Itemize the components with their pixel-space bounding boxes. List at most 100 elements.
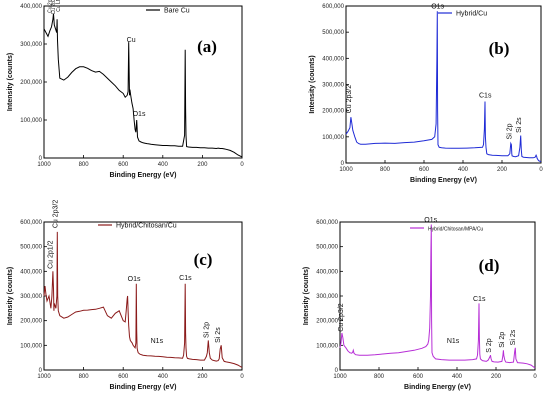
peak-annotation: Cu 2p3/2 — [346, 85, 353, 114]
peak-annotation: Si 2p — [499, 332, 506, 348]
peak-annotation: O1s — [424, 217, 437, 224]
y-tick-label: 200,000 — [20, 80, 42, 86]
peak-annotation: C1s — [479, 93, 492, 100]
y-axis-label: Intensity (counts) — [303, 267, 310, 325]
x-axis-label: Binding Energy (eV) — [110, 384, 177, 391]
peak-annotation: C1s — [473, 296, 486, 303]
x-tick-label: 200 — [197, 374, 208, 380]
peak-annotation: O1s — [431, 4, 444, 11]
panel-label: (a) — [197, 37, 217, 56]
plot-frame — [43, 5, 243, 159]
x-tick-label: 1000 — [37, 162, 51, 168]
chart-panel-1: 1000 800 600 400 200 0 0 100,000 200,000 300,000 4… — [7, 0, 244, 179]
y-tick-label: 400,000 — [20, 269, 42, 275]
peak-annotation: S 2p — [486, 338, 493, 353]
series-line — [339, 224, 536, 369]
x-axis-label: Binding Energy (eV) — [110, 172, 177, 179]
x-tick-label: 0 — [240, 162, 244, 168]
y-tick-label: 500,000 — [20, 245, 42, 251]
x-tick-label: 400 — [452, 374, 463, 380]
y-tick-label: 300,000 — [20, 42, 42, 48]
x-tick-label: 800 — [79, 162, 90, 168]
x-axis-label: Binding Energy (eV) — [410, 177, 477, 184]
legend-label: Hybrid/Chitosan/MPA/Cu — [428, 227, 483, 233]
peak-annotation: O1s — [133, 111, 146, 118]
panel-label: (b) — [489, 39, 510, 58]
y-tick-label: 100,000 — [20, 118, 42, 124]
legend-label: Bare Cu — [164, 8, 190, 15]
y-axis-label: Intensity (counts) — [7, 53, 14, 111]
y-tick-label: 600,000 — [322, 4, 344, 10]
x-tick-label: 800 — [374, 374, 385, 380]
x-tick-label: 0 — [240, 374, 244, 380]
chart-panel-4: 1000 800 600 400 200 0 0 100,000 200,000 300,000 4… — [303, 217, 537, 391]
plot-frame — [43, 221, 243, 371]
y-tick-label: 200,000 — [316, 319, 338, 325]
y-tick-label: 100,000 — [316, 343, 338, 349]
y-tick-label: 300,000 — [322, 83, 344, 89]
peak-annotation: Cu LMM — [56, 0, 62, 12]
x-tick-label: 200 — [197, 162, 208, 168]
y-tick-label: 400,000 — [316, 269, 338, 275]
panel-label: (c) — [194, 250, 213, 269]
y-tick-label: 500,000 — [316, 245, 338, 251]
x-tick-label: 400 — [158, 162, 169, 168]
y-axis-label: Intensity (counts) — [309, 55, 316, 113]
x-tick-label: 600 — [419, 167, 430, 173]
peak-annotation: N1s — [151, 338, 164, 345]
y-tick-label: 100,000 — [20, 343, 42, 349]
peak-annotation: O1s — [128, 276, 141, 283]
peak-annotation: N1s — [447, 338, 460, 345]
x-tick-label: 400 — [458, 167, 469, 173]
x-tick-label: 0 — [533, 374, 537, 380]
chart-panel-2: 1000 800 600 400 200 0 0 100,000 200,000 300,000 4… — [309, 4, 543, 184]
peak-annotation: Si 2s — [516, 117, 523, 133]
peak-annotation: Cu 2p3/2 — [52, 200, 59, 229]
peak-annotation: Cu 2p3/2 — [338, 303, 345, 332]
peak-annotation: Si 2s — [215, 327, 222, 343]
chart-panel-3: 1000 800 600 400 200 0 0 100,000 200,000 300,000 4… — [7, 200, 244, 391]
y-tick-label: 200,000 — [20, 319, 42, 325]
y-tick-label: 600,000 — [20, 220, 42, 226]
y-axis-label: Intensity (counts) — [7, 267, 14, 325]
y-tick-label: 200,000 — [322, 109, 344, 115]
y-tick-label: 0 — [335, 368, 339, 374]
y-tick-label: 400,000 — [20, 4, 42, 10]
y-tick-label: 600,000 — [316, 220, 338, 226]
panel-label: (d) — [479, 256, 500, 275]
x-tick-label: 1000 — [37, 374, 51, 380]
series-line — [43, 13, 243, 158]
y-tick-label: 400,000 — [322, 56, 344, 62]
y-tick-label: 100,000 — [322, 135, 344, 141]
x-tick-label: 600 — [413, 374, 424, 380]
x-tick-label: 800 — [380, 167, 391, 173]
peak-annotation: C1s — [179, 275, 192, 282]
x-tick-label: 1000 — [333, 374, 347, 380]
x-tick-label: 400 — [158, 374, 169, 380]
peak-annotation: Si 2p — [203, 322, 210, 338]
peak-annotation: Cu 2p3/2 — [51, 0, 57, 14]
x-tick-label: 600 — [118, 162, 129, 168]
legend-label: Hybrid/Chitosan/Cu — [116, 223, 177, 230]
x-axis-label: Binding Energy (eV) — [404, 384, 471, 391]
y-tick-label: 300,000 — [20, 294, 42, 300]
y-tick-label: 0 — [341, 161, 345, 167]
peak-annotation: Si 2p — [506, 123, 513, 139]
x-tick-label: 0 — [539, 167, 543, 173]
peak-annotation: Cu 2p1/2 — [47, 240, 54, 269]
x-tick-label: 200 — [491, 374, 502, 380]
x-tick-label: 800 — [79, 374, 90, 380]
peak-annotation: Cu — [127, 37, 136, 44]
peak-annotation: Si 2s — [510, 329, 517, 345]
series-line — [43, 231, 243, 368]
y-tick-label: 0 — [39, 368, 43, 374]
legend-label: Hybrid/Cu — [456, 11, 487, 18]
x-tick-label: 200 — [497, 167, 508, 173]
y-tick-label: 300,000 — [316, 294, 338, 300]
x-tick-label: 600 — [118, 374, 129, 380]
y-tick-label: 500,000 — [322, 30, 344, 36]
x-tick-label: 1000 — [339, 167, 353, 173]
y-tick-label: 0 — [39, 156, 43, 162]
peak-annotation: Cu 2p1/2 — [48, 0, 54, 13]
